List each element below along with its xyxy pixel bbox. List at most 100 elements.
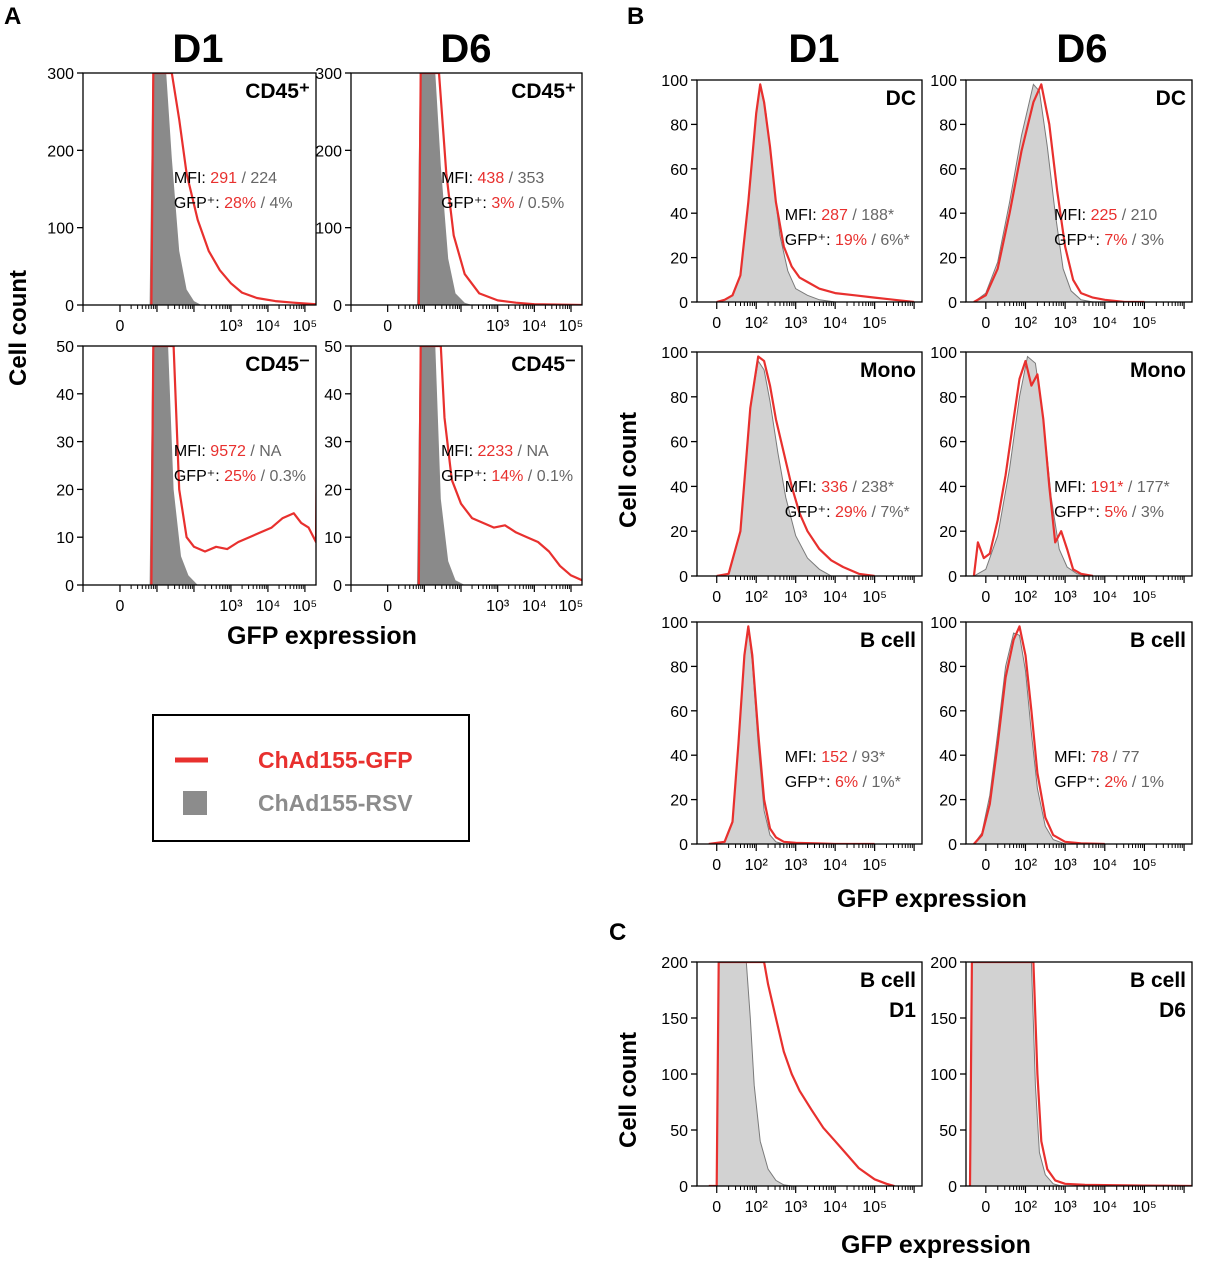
y-tick-label: 100 <box>930 1067 957 1084</box>
stat-rsv-value: 0.5% <box>528 195 564 212</box>
x-tick-label: 0 <box>981 857 990 874</box>
histogram-5: 0 20 40 60 80 100 0 10² 10³ 10⁴ 10⁵ DC MFI: 287 / 18… <box>661 73 923 332</box>
y-tick-label: 40 <box>56 387 74 404</box>
x-tick-label: 10³ <box>219 598 243 615</box>
stat-label: MFI: <box>1054 207 1090 224</box>
y-tick-label: 200 <box>661 955 688 972</box>
x-axis-title-b: GFP expression <box>837 885 1027 913</box>
series-gfp-line <box>716 83 915 302</box>
stat-separator: / <box>1127 232 1140 249</box>
mfi-stat: MFI: 291 / 224 <box>174 170 277 187</box>
series-rsv-fill <box>716 359 833 576</box>
stat-separator: / <box>867 232 880 249</box>
x-tick-label: 10⁵ <box>862 857 886 874</box>
y-tick-label: 0 <box>333 578 342 595</box>
stat-separator: / <box>514 195 527 212</box>
plot-frame <box>965 79 1193 303</box>
population-label: B cell <box>1130 629 1186 652</box>
y-tick-label: 80 <box>670 659 688 676</box>
stat-gfp-value: 14% <box>491 468 523 485</box>
y-tick-label: 30 <box>324 435 342 452</box>
mfi-stat: MFI: 152 / 93* <box>785 749 886 766</box>
y-tick-label: 50 <box>324 339 342 356</box>
series-group <box>417 346 582 585</box>
x-tick-label: 10³ <box>784 589 808 606</box>
x-tick-label: 0 <box>383 318 392 335</box>
gfp-positive-stat: GFP⁺: 14% / 0.1% <box>441 468 573 485</box>
x-tick-label: 10⁴ <box>823 315 848 332</box>
stat-rsv-value: 4% <box>269 195 292 212</box>
y-tick-label: 150 <box>661 1011 688 1028</box>
y-tick-label: 20 <box>939 793 957 810</box>
x-tick-label: 10⁵ <box>1132 315 1156 332</box>
y-tick-label: 20 <box>56 482 74 499</box>
stat-separator: / <box>848 207 861 224</box>
stat-label: GFP⁺: <box>785 232 835 249</box>
population-label: CD45⁻ <box>245 353 310 376</box>
stat-separator: / <box>848 479 861 496</box>
gfp-positive-stat: GFP⁺: 6% / 1%* <box>785 774 901 791</box>
x-tick-label: 10⁴ <box>1092 589 1117 606</box>
y-tick-label: 0 <box>333 298 342 315</box>
x-tick-label: 10⁴ <box>522 318 547 335</box>
x-tick-label: 10² <box>1014 315 1038 332</box>
y-tick-label: 100 <box>661 1067 688 1084</box>
y-tick-label: 20 <box>670 251 688 268</box>
gfp-positive-stat: GFP⁺: 29% / 7%* <box>785 504 910 521</box>
y-tick-label: 40 <box>939 206 957 223</box>
y-tick-label: 100 <box>661 73 688 90</box>
series-rsv-fill <box>969 962 1062 1186</box>
population-label: Mono <box>860 359 916 382</box>
column-title-a-d1: D1 <box>172 27 223 71</box>
y-tick-label: 40 <box>939 479 957 496</box>
x-tick-label: 10² <box>1014 589 1038 606</box>
x-tick-label: 10² <box>745 1199 769 1216</box>
y-tick-label: 80 <box>939 117 957 134</box>
y-tick-label: 100 <box>930 73 957 90</box>
population-label: DC <box>886 87 916 110</box>
stat-gfp-value: 19% <box>835 232 867 249</box>
stat-label: MFI: <box>174 443 210 460</box>
series-gfp-line <box>973 83 1145 302</box>
stat-gfp-value: 152 <box>821 749 848 766</box>
y-tick-label: 0 <box>679 837 688 854</box>
x-tick-label: 0 <box>712 589 721 606</box>
stat-separator: / <box>1108 749 1121 766</box>
gfp-positive-stat: GFP⁺: 28% / 4% <box>174 195 293 212</box>
panel-letter-a: A <box>4 3 21 30</box>
y-tick-label: 300 <box>315 66 342 83</box>
population-label: Mono <box>1130 359 1186 382</box>
x-tick-label: 10⁵ <box>862 589 886 606</box>
population-label: DC <box>1156 87 1186 110</box>
stat-gfp-value: 25% <box>224 468 256 485</box>
stat-label: GFP⁺: <box>1054 774 1104 791</box>
series-rsv-fill <box>417 346 465 585</box>
series-group <box>716 83 915 302</box>
x-tick-label: 10³ <box>1054 857 1078 874</box>
stat-rsv-value: 224 <box>250 170 277 187</box>
stat-label: GFP⁺: <box>785 504 835 521</box>
histogram-3: 0 10 20 30 40 50 0 10³ 10⁴ 10⁵ CD45⁻ MFI: 9572 / NA… <box>56 339 317 615</box>
y-tick-label: 10 <box>56 530 74 547</box>
population-label: B cell <box>860 629 916 652</box>
stat-gfp-value: 6% <box>835 774 858 791</box>
plot-frame <box>696 621 923 845</box>
stat-gfp-value: 336 <box>821 479 848 496</box>
series-rsv-fill <box>708 628 784 844</box>
gfp-positive-stat: GFP⁺: 25% / 0.3% <box>174 468 306 485</box>
y-tick-label: 40 <box>939 748 957 765</box>
stat-label: MFI: <box>1054 479 1090 496</box>
y-tick-label: 150 <box>930 1011 957 1028</box>
y-tick-label: 20 <box>939 524 957 541</box>
y-tick-label: 40 <box>670 479 688 496</box>
series-group <box>149 346 316 585</box>
column-title-b-d1: D1 <box>788 27 839 71</box>
x-tick-label: 10³ <box>1054 1199 1078 1216</box>
plot-frame <box>82 345 317 586</box>
y-tick-label: 60 <box>670 435 688 452</box>
stat-rsv-value: 93* <box>861 749 885 766</box>
x-tick-label: 0 <box>712 857 721 874</box>
y-tick-label: 100 <box>47 221 74 238</box>
